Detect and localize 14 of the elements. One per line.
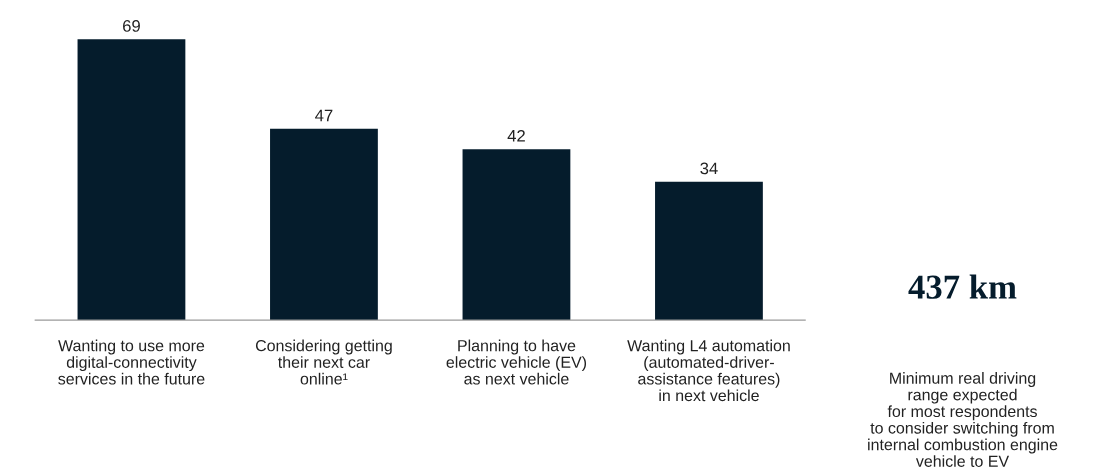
x-tick-label: Wanting L4 automation (automated-driver- assistance features) in next vehicle <box>627 339 790 402</box>
bar <box>77 39 186 321</box>
bar <box>270 128 378 321</box>
bar <box>462 149 571 321</box>
data-label: 34 <box>700 162 718 175</box>
x-tick-label: Wanting to use more digital-connectivity services in the future <box>58 339 205 385</box>
data-label: 47 <box>315 109 333 122</box>
x-tick-label: Planning to have electric vehicle (EV) as next vehicle <box>446 339 587 385</box>
text: 437 km <box>908 274 1017 299</box>
data-label: 69 <box>123 20 140 32</box>
data-label: 42 <box>507 129 525 142</box>
x-tick-label: Considering getting their next car online¹ <box>255 339 392 385</box>
bar <box>655 181 763 321</box>
text: Minimum real driving range expected for most respondents to consider switching from internal combustion engine vehicle to EV <box>868 372 1058 467</box>
